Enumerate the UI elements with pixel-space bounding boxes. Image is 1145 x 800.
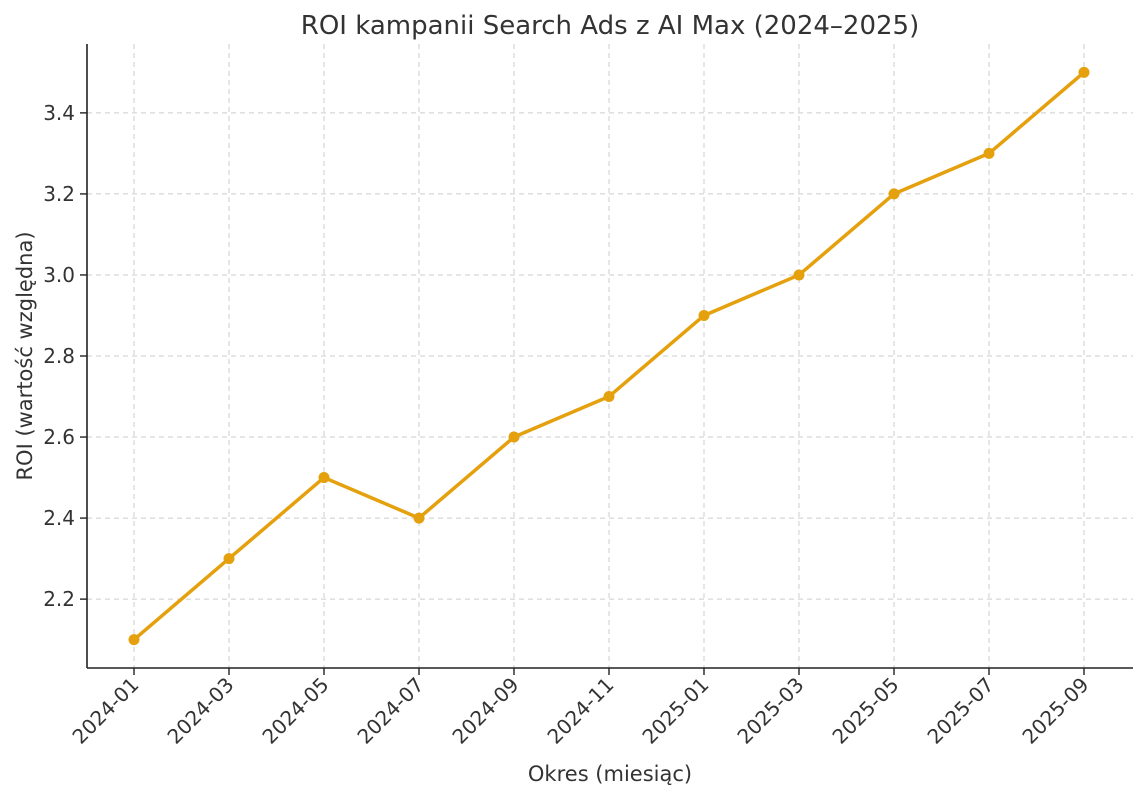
y-tick-label: 3.4	[43, 101, 75, 125]
x-tick-label: 2025-05	[827, 673, 903, 749]
series	[128, 66, 1090, 646]
x-tick-label: 2024-05	[257, 673, 333, 749]
x-tick-label: 2025-09	[1017, 673, 1093, 749]
data-point	[318, 472, 330, 484]
data-point	[983, 147, 995, 159]
x-tick-label: 2024-09	[447, 673, 523, 749]
x-tick-label: 2025-01	[637, 673, 713, 749]
x-ticks: 2024-01 2024-03 2024-05 2024-07 2024-09 2024-…	[67, 668, 1094, 749]
data-point	[888, 188, 900, 200]
data-point	[1078, 66, 1090, 78]
data-point	[698, 309, 710, 321]
x-tick-label: 2024-11	[542, 673, 618, 749]
data-point	[223, 553, 235, 565]
grid	[87, 44, 1133, 668]
data-point	[508, 431, 520, 443]
x-tick-label: 2024-07	[352, 673, 428, 749]
y-tick-label: 3.0	[43, 263, 75, 287]
y-tick-label: 2.8	[43, 344, 75, 368]
x-tick-label: 2024-01	[67, 673, 143, 749]
x-tick-label: 2024-03	[162, 673, 238, 749]
x-axis-label: Okres (miesiąc)	[528, 762, 692, 786]
x-tick-label: 2025-07	[922, 673, 998, 749]
y-tick-label: 3.2	[43, 182, 75, 206]
data-point	[413, 512, 425, 524]
y-tick-label: 2.2	[43, 587, 75, 611]
y-tick-label: 2.4	[43, 506, 75, 530]
series-points	[128, 66, 1090, 646]
x-tick-label: 2025-03	[732, 673, 808, 749]
data-point	[603, 391, 615, 403]
y-axis-label: ROI (wartość względna)	[13, 231, 37, 480]
chart-title: ROI kampanii Search Ads z AI Max (2024–2…	[301, 11, 919, 41]
data-point	[793, 269, 805, 281]
data-point	[128, 634, 140, 646]
y-ticks: 2.2 2.4 2.6 2.8 3.0 3.2 3.4	[43, 101, 87, 611]
y-tick-label: 2.6	[43, 425, 75, 449]
